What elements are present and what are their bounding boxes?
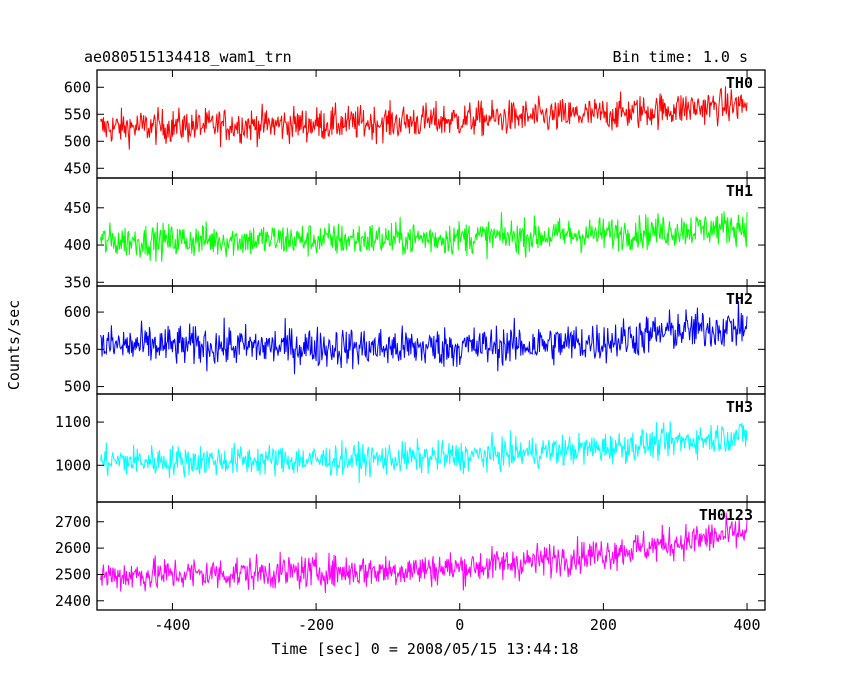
panel-name-label: TH0123 bbox=[699, 506, 753, 524]
bin-time-label: Bin time: 1.0 s bbox=[613, 48, 748, 66]
x-tick-label: 0 bbox=[455, 616, 464, 634]
y-tick-label: 2700 bbox=[55, 513, 91, 531]
series-line-th3 bbox=[100, 421, 748, 483]
y-tick-label: 450 bbox=[64, 199, 91, 217]
y-tick-label: 400 bbox=[64, 236, 91, 254]
y-tick-label: 500 bbox=[64, 378, 91, 396]
panel-th2: 500 550 600 TH2 bbox=[64, 285, 766, 396]
panel-frame bbox=[96, 69, 766, 179]
panel-frame bbox=[96, 177, 766, 287]
x-tick-label: -400 bbox=[154, 616, 190, 634]
y-tick-label: 2500 bbox=[55, 565, 91, 583]
y-tick-label: 1100 bbox=[55, 413, 91, 431]
panel-th0123: 2400 2500 2600 2700 TH0123 bbox=[55, 501, 766, 611]
y-tick-label: 350 bbox=[64, 273, 91, 291]
panel-th3: 1000 1100 TH3 bbox=[55, 393, 766, 503]
y-tick-label: 600 bbox=[64, 78, 91, 96]
series-line-th2 bbox=[100, 300, 748, 375]
panels-group: 450 500 550 600 TH0 350 400 450 TH1 500 550 600 TH2 1… bbox=[55, 69, 766, 634]
series-line-th0 bbox=[100, 86, 748, 150]
series-line-th1 bbox=[100, 211, 748, 262]
x-axis-label: Time [sec] 0 = 2008/05/15 13:44:18 bbox=[271, 640, 578, 658]
panel-name-label: TH3 bbox=[726, 398, 753, 416]
x-tick-label: 200 bbox=[590, 616, 617, 634]
y-tick-label: 2400 bbox=[55, 592, 91, 610]
x-tick-label: -200 bbox=[298, 616, 334, 634]
y-tick-label: 550 bbox=[64, 340, 91, 358]
panel-name-label: TH2 bbox=[726, 290, 753, 308]
y-tick-label: 500 bbox=[64, 132, 91, 150]
panel-th0: 450 500 550 600 TH0 bbox=[64, 69, 766, 179]
y-tick-label: 2600 bbox=[55, 539, 91, 557]
x-tick-label: 400 bbox=[733, 616, 760, 634]
panel-name-label: TH0 bbox=[726, 74, 753, 92]
panel-frame bbox=[96, 501, 766, 611]
y-axis-label: Counts/sec bbox=[5, 300, 23, 390]
y-tick-label: 550 bbox=[64, 105, 91, 123]
y-tick-label: 1000 bbox=[55, 456, 91, 474]
panel-name-label: TH1 bbox=[726, 182, 753, 200]
series-line-th0123 bbox=[100, 512, 748, 594]
chart-title: ae080515134418_wam1_trn bbox=[84, 48, 292, 66]
panel-th1: 350 400 450 TH1 bbox=[64, 177, 766, 291]
y-tick-label: 600 bbox=[64, 303, 91, 321]
y-tick-label: 450 bbox=[64, 159, 91, 177]
